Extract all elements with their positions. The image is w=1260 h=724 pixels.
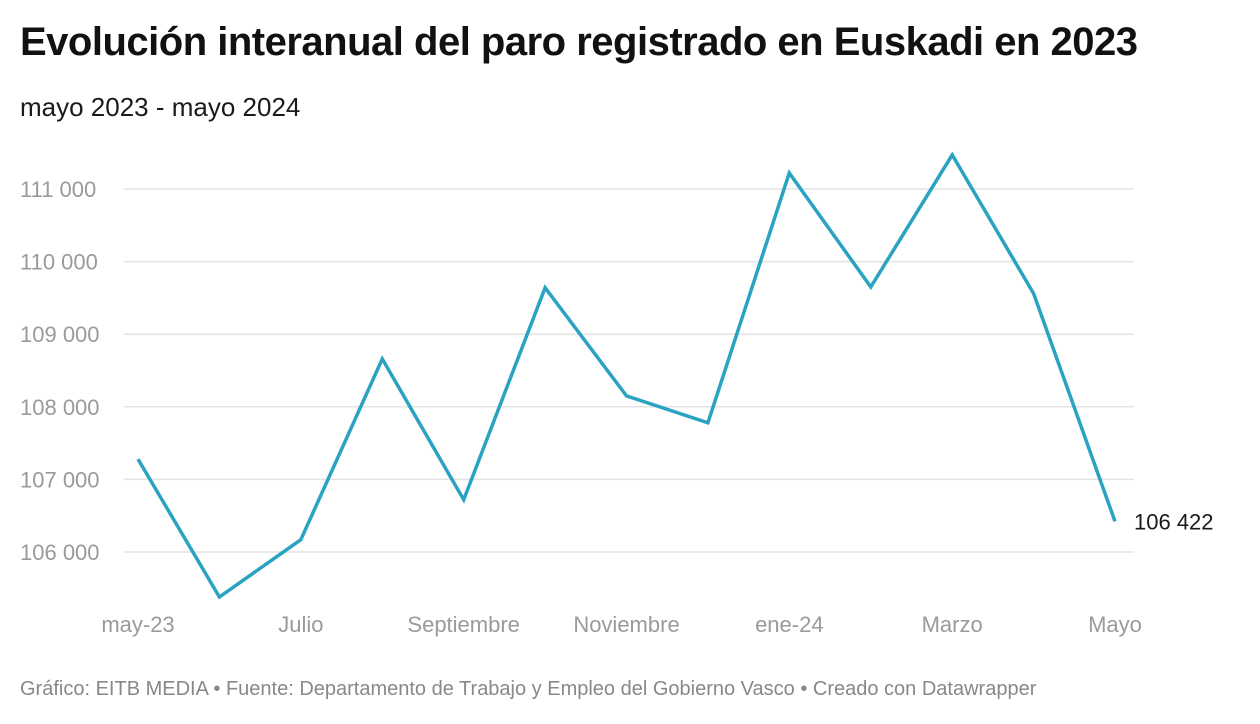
x-tick-label: Septiembre [407,612,520,637]
x-tick-label: ene-24 [755,612,824,637]
x-tick-label: Noviembre [573,612,679,637]
y-tick-label: 106 000 [20,540,100,565]
series-line [136,151,1117,600]
chart-footer: Gráfico: EITB MEDIA • Fuente: Departamen… [20,678,1037,700]
y-tick-label: 107 000 [20,467,100,492]
chart-title: Evolución interanual del paro registrado… [20,20,1138,64]
chart-subtitle: mayo 2023 - mayo 2024 [20,92,301,122]
y-tick-label: 108 000 [20,395,100,420]
x-tick-label: Marzo [922,612,983,637]
x-tick-label: Mayo [1088,612,1142,637]
end-value-label: 106 422 [1134,509,1214,534]
y-tick-label: 109 000 [20,322,100,347]
x-tick-label: may-23 [101,612,174,637]
y-tick-label: 110 000 [20,250,98,275]
x-tick-label: Julio [278,612,323,637]
y-tick-label: 111 000 [20,177,96,202]
